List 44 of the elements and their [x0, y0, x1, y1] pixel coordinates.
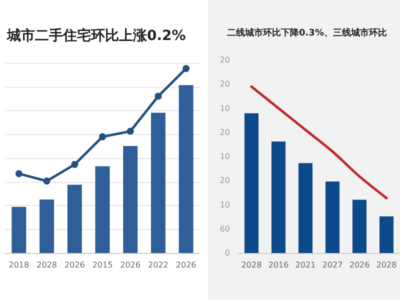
bar [325, 181, 340, 253]
text: 60 [220, 224, 230, 234]
bar [40, 200, 54, 253]
point [71, 160, 78, 168]
text: 10 [220, 104, 230, 113]
point [154, 92, 162, 100]
bar [95, 166, 110, 253]
x-tick-label: 2026 [176, 260, 196, 270]
text: 20 [220, 80, 230, 89]
point [99, 133, 106, 140]
x-tick-label: 2018 [8, 260, 30, 270]
text: 10 [220, 152, 230, 161]
x-tick-label: 2015 [92, 260, 113, 270]
bar [150, 112, 166, 253]
x-tick-label: 2026 [349, 260, 370, 270]
bar [271, 142, 286, 253]
point [43, 178, 50, 185]
bar [67, 184, 82, 253]
bar [298, 163, 313, 253]
bar [12, 206, 26, 253]
x-tick-label: 2022 [148, 260, 168, 270]
chart-title: 二线城市环比下降0.3%、三线城市环比 [227, 28, 387, 38]
point [126, 128, 134, 135]
text: 20 [220, 56, 230, 64]
point [15, 170, 22, 178]
text: 20 [220, 176, 230, 186]
bar [123, 146, 138, 253]
x-tick-label: 2026 [64, 260, 85, 270]
bar [352, 200, 367, 253]
x-tick-label: 2016 [268, 260, 289, 270]
text: 10 [220, 200, 230, 210]
text: 0 [224, 248, 230, 258]
bar [244, 113, 259, 253]
bar [379, 216, 394, 253]
x-tick-label: 2028 [36, 260, 57, 270]
bar [178, 85, 194, 253]
x-tick-label: 2027 [322, 260, 343, 270]
x-tick-label: 2026 [120, 260, 141, 270]
text: 20 [220, 128, 230, 137]
point [182, 65, 190, 72]
x-tick-label: 2021 [295, 260, 316, 270]
chart-title: 城市二手住宅环比上涨0.2% [6, 27, 186, 44]
x-tick-label: 2028 [376, 260, 397, 270]
x-tick-label: 2028 [241, 260, 262, 270]
